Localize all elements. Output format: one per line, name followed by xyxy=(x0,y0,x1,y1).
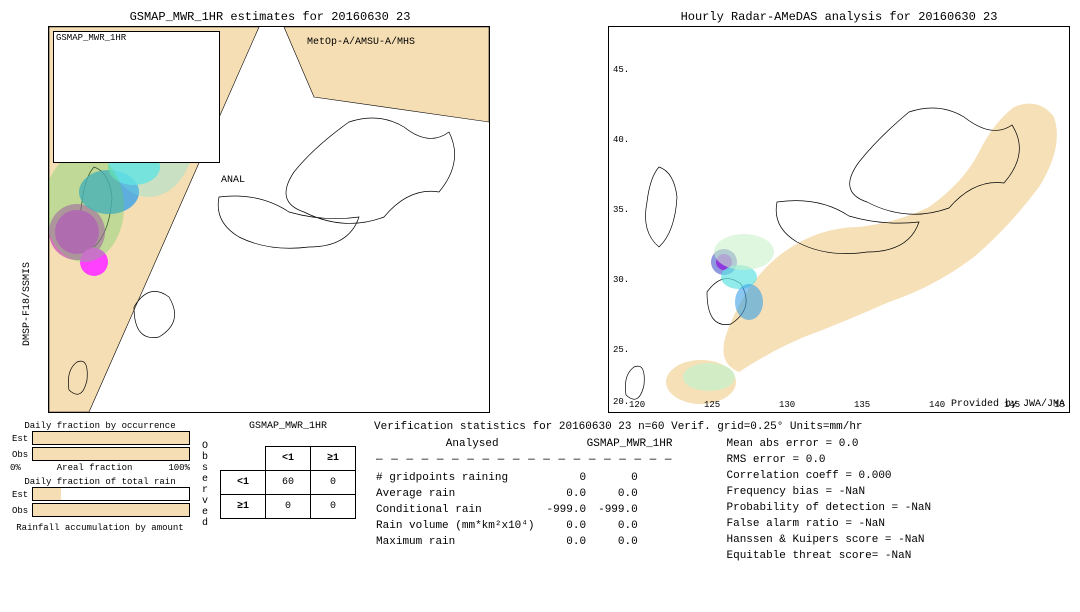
est-occ-bar xyxy=(33,432,189,444)
right-map-title: Hourly Radar-AMeDAS analysis for 2016063… xyxy=(608,10,1070,24)
fraction-bars: Daily fraction by occurrence Est Obs 0% … xyxy=(10,421,190,565)
obs-occ-bar xyxy=(33,448,189,460)
metop-label: MetOp-A/AMSU-A/MHS xyxy=(307,37,415,48)
verif-right-table: Mean abs error = 0.0 RMS error = 0.0 Cor… xyxy=(721,435,938,565)
right-map-svg xyxy=(609,27,1069,412)
contingency-table: GSMAP_MWR_1HR <1≥1 <1600 ≥100 xyxy=(220,421,356,565)
left-side-label: DMSP-F18/SSMIS xyxy=(22,262,33,346)
left-map-frame: GSMAP_MWR_1HR 0.0010 0.0008 0.0006 0.000… xyxy=(48,26,490,413)
right-map-panel: Hourly Radar-AMeDAS analysis for 2016063… xyxy=(608,10,1070,413)
observed-vert: Observed xyxy=(200,441,210,565)
verification-stats: Verification statistics for 20160630 23 … xyxy=(374,421,1070,565)
inset-gsmap: GSMAP_MWR_1HR 0.0010 0.0008 0.0006 0.000… xyxy=(53,31,220,163)
anal-label: ANAL xyxy=(221,175,245,186)
left-map-panel: GSMAP_MWR_1HR estimates for 20160630 23 … xyxy=(10,10,530,413)
obs-tot-bar xyxy=(33,504,189,516)
right-map-frame: 45. 40. 35. 30. 25. 20. 120 125 130 135 … xyxy=(608,26,1070,413)
inset-gsmap-label: GSMAP_MWR_1HR xyxy=(54,32,219,44)
est-tot-bar xyxy=(33,488,61,500)
left-map-title: GSMAP_MWR_1HR estimates for 20160630 23 xyxy=(10,10,530,24)
provided-label: Provided by JWA/JMA xyxy=(951,399,1065,410)
verif-left-table: # gridpoints raining00 Average rain0.00.… xyxy=(374,469,650,551)
